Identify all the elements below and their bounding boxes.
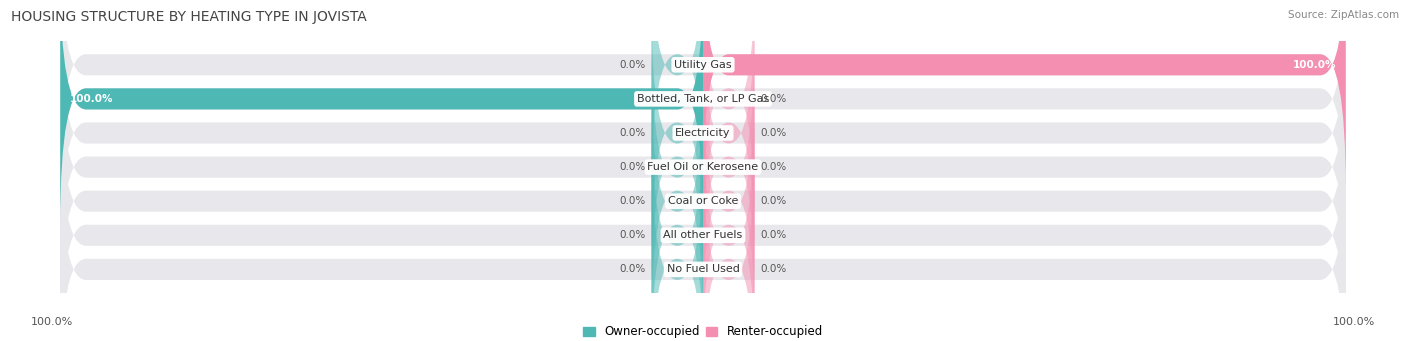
- Text: 0.0%: 0.0%: [619, 60, 645, 70]
- Text: 100.0%: 100.0%: [31, 317, 73, 327]
- Text: 0.0%: 0.0%: [761, 196, 787, 206]
- Text: 0.0%: 0.0%: [761, 128, 787, 138]
- Text: 100.0%: 100.0%: [1292, 60, 1336, 70]
- Text: Coal or Coke: Coal or Coke: [668, 196, 738, 206]
- Text: 100.0%: 100.0%: [1333, 317, 1375, 327]
- FancyBboxPatch shape: [651, 0, 703, 191]
- FancyBboxPatch shape: [703, 109, 755, 341]
- Text: No Fuel Used: No Fuel Used: [666, 264, 740, 275]
- Text: 0.0%: 0.0%: [619, 162, 645, 172]
- Text: 0.0%: 0.0%: [619, 230, 645, 240]
- Text: Fuel Oil or Kerosene: Fuel Oil or Kerosene: [647, 162, 759, 172]
- Text: Utility Gas: Utility Gas: [675, 60, 731, 70]
- FancyBboxPatch shape: [60, 0, 703, 225]
- Text: Electricity: Electricity: [675, 128, 731, 138]
- FancyBboxPatch shape: [703, 144, 755, 341]
- FancyBboxPatch shape: [651, 7, 703, 259]
- Text: 100.0%: 100.0%: [70, 94, 114, 104]
- FancyBboxPatch shape: [60, 75, 1346, 327]
- Text: 0.0%: 0.0%: [761, 230, 787, 240]
- FancyBboxPatch shape: [651, 144, 703, 341]
- FancyBboxPatch shape: [60, 7, 1346, 259]
- Text: HOUSING STRUCTURE BY HEATING TYPE IN JOVISTA: HOUSING STRUCTURE BY HEATING TYPE IN JOV…: [11, 10, 367, 24]
- Text: 0.0%: 0.0%: [619, 128, 645, 138]
- Text: All other Fuels: All other Fuels: [664, 230, 742, 240]
- Text: 0.0%: 0.0%: [619, 264, 645, 275]
- Text: 0.0%: 0.0%: [761, 162, 787, 172]
- Text: 0.0%: 0.0%: [761, 94, 787, 104]
- FancyBboxPatch shape: [60, 0, 1346, 191]
- FancyBboxPatch shape: [60, 109, 1346, 341]
- Text: Source: ZipAtlas.com: Source: ZipAtlas.com: [1288, 10, 1399, 20]
- FancyBboxPatch shape: [60, 0, 1346, 225]
- FancyBboxPatch shape: [651, 75, 703, 327]
- Text: 0.0%: 0.0%: [619, 196, 645, 206]
- FancyBboxPatch shape: [703, 0, 755, 225]
- FancyBboxPatch shape: [703, 0, 1346, 191]
- FancyBboxPatch shape: [703, 41, 755, 293]
- FancyBboxPatch shape: [60, 144, 1346, 341]
- FancyBboxPatch shape: [60, 41, 1346, 293]
- Text: 0.0%: 0.0%: [761, 264, 787, 275]
- Legend: Owner-occupied, Renter-occupied: Owner-occupied, Renter-occupied: [578, 321, 828, 341]
- FancyBboxPatch shape: [703, 75, 755, 327]
- Text: Bottled, Tank, or LP Gas: Bottled, Tank, or LP Gas: [637, 94, 769, 104]
- FancyBboxPatch shape: [651, 109, 703, 341]
- FancyBboxPatch shape: [703, 7, 755, 259]
- FancyBboxPatch shape: [651, 41, 703, 293]
